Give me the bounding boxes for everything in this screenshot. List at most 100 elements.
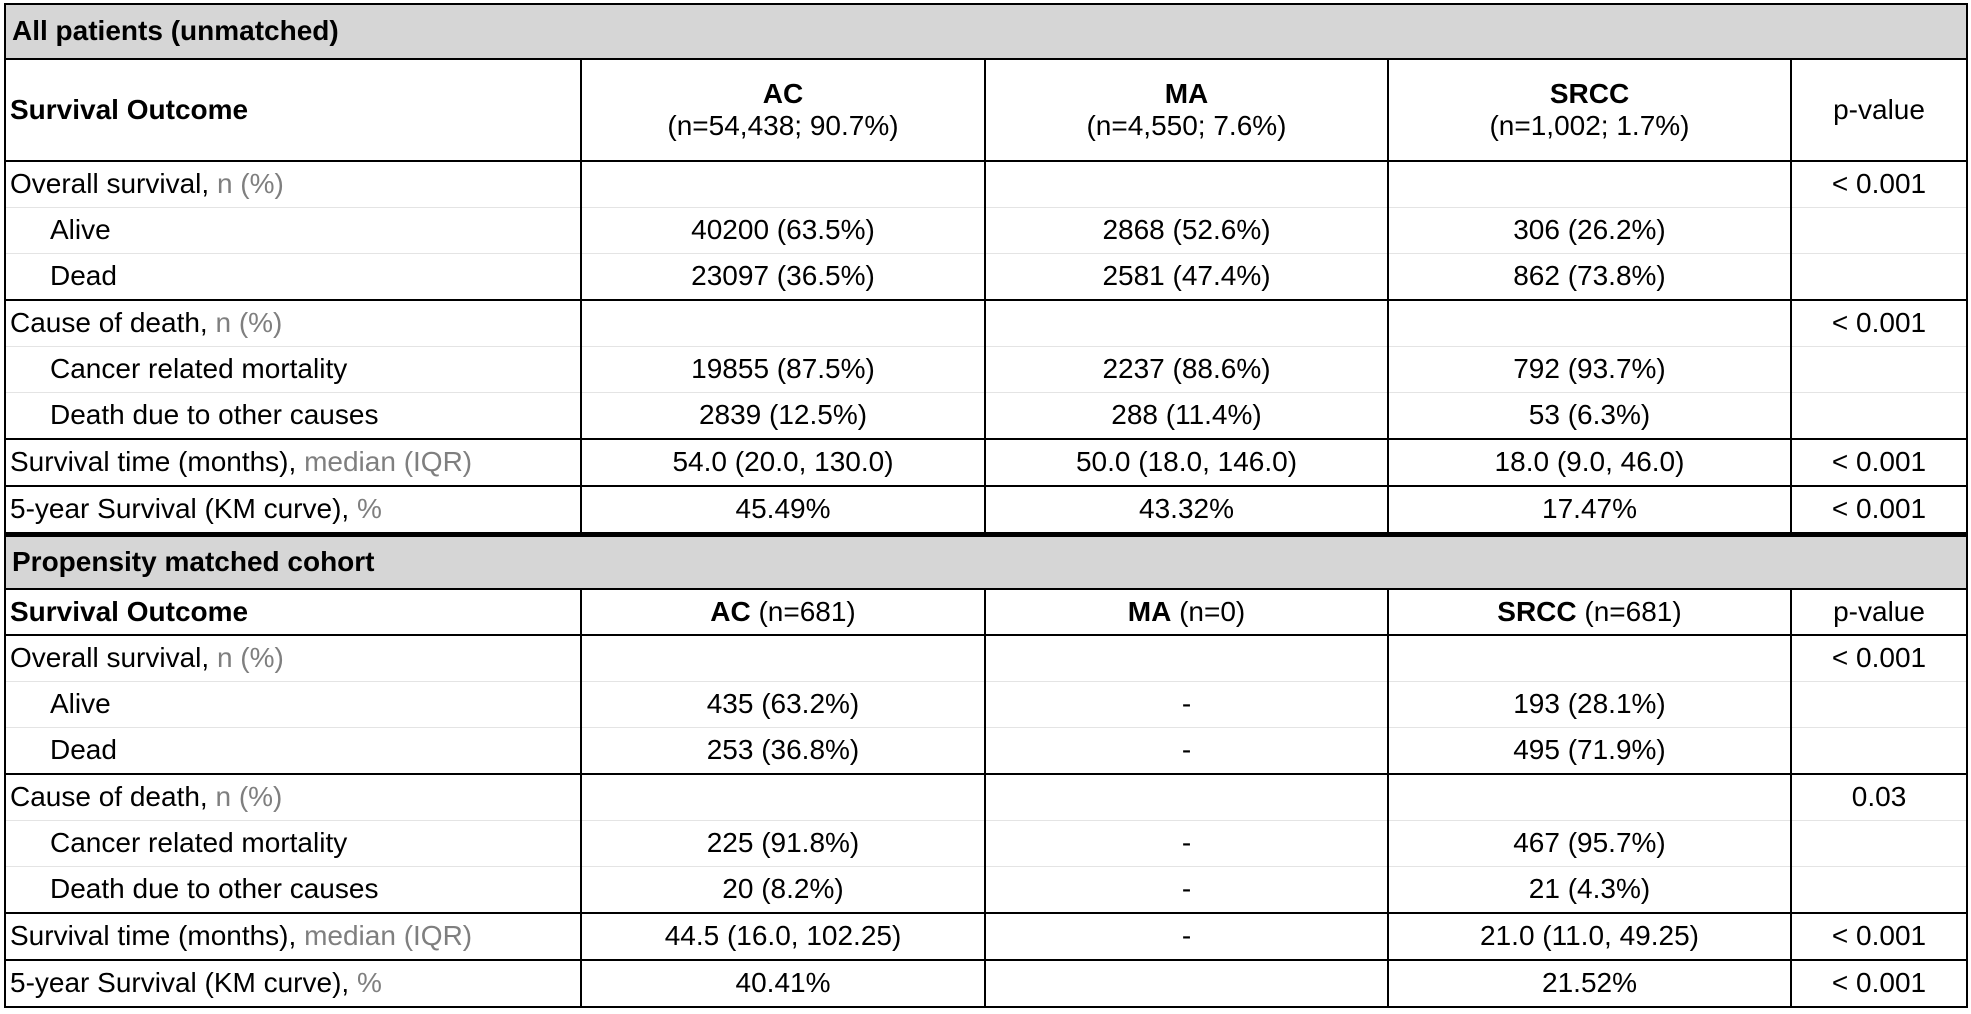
column-header-ac: AC (n=681) [580,588,986,636]
table-row: Cause of death, n (%) 0.03 [4,773,1969,821]
cell-ma: - [984,912,1389,960]
cell-srcc: 862 (73.8%) [1387,253,1792,300]
row-unit: n (%) [216,642,284,674]
cell-pvalue: < 0.001 [1789,160,1969,208]
cell-srcc: 792 (93.7%) [1387,346,1792,393]
column-header-row: Survival Outcome AC (n=54,438; 90.7%) MA(… [4,58,1969,162]
row-label: Cause of death, n (%) [4,773,582,821]
group-count: (n=681) [750,595,856,627]
cell-ma [984,959,1389,1008]
table-row: Overall survival, n (%) < 0.001 [4,160,1969,208]
row-label-text: Overall survival, [10,168,217,200]
group-name: SRCC [1549,77,1630,109]
cell-srcc: 21.0 (11.0, 49.25) [1387,912,1792,960]
cell-srcc: 21 (4.3%) [1387,866,1792,913]
cell-ac [580,634,986,682]
row-unit: n (%) [216,168,284,200]
cell-ma: 2237 (88.6%) [984,346,1389,393]
row-unit: n (%) [215,781,283,813]
cell-srcc: 495 (71.9%) [1387,727,1792,774]
cell-ma [984,634,1389,682]
row-unit: median (IQR) [304,920,473,952]
column-header-pvalue: p-value [1789,58,1969,162]
cell-pvalue [1789,253,1969,300]
cell-srcc: 193 (28.1%) [1387,681,1792,728]
row-label-text: Survival time (months), [10,920,305,952]
cell-srcc: 21.52% [1387,959,1792,1008]
cell-pvalue: < 0.001 [1789,959,1969,1008]
section-title: All patients (unmatched) [3,3,1969,60]
cell-ac: 20 (8.2%) [580,866,986,913]
row-label: Survival time (months), median (IQR) [4,438,582,486]
row-label-text: Cause of death, [10,307,216,339]
table-row: Survival time (months), median (IQR) 54.… [4,438,1969,486]
cell-pvalue [1789,820,1969,867]
cell-pvalue [1789,866,1969,913]
table-row: Alive 435 (63.2%) - 193 (28.1%) [4,681,1969,728]
group-name: MA [1127,595,1172,627]
column-header-srcc: SRCC (n=1,002; 1.7%) [1387,58,1792,162]
table-row: Dead 23097 (36.5%) 2581 (47.4%) 862 (73.… [4,253,1969,300]
table-row: Survival time (months), median (IQR) 44.… [4,912,1969,960]
cell-srcc: 17.47% [1387,485,1792,535]
row-label-text: 5-year Survival (KM curve), [10,967,357,999]
cell-ma: 43.32% [984,485,1389,535]
cell-pvalue [1789,346,1969,393]
cell-ac: 23097 (36.5%) [580,253,986,300]
table-row: Cancer related mortality 19855 (87.5%) 2… [4,346,1969,393]
group-count: (n=681) [1576,595,1682,627]
cell-ma: 50.0 (18.0, 146.0) [984,438,1389,486]
table-row: Cancer related mortality 225 (91.8%) - 4… [4,820,1969,867]
table-row: Overall survival, n (%) < 0.001 [4,634,1969,682]
row-label: Alive [4,207,582,254]
group-count: (n=0) [1171,595,1246,627]
cell-ma: 2581 (47.4%) [984,253,1389,300]
group-name: AC [710,595,751,627]
cell-srcc [1387,299,1792,347]
table-row: Death due to other causes 2839 (12.5%) 2… [4,392,1969,439]
row-unit: n (%) [215,307,283,339]
cell-srcc: 53 (6.3%) [1387,392,1792,439]
cell-ac: 44.5 (16.0, 102.25) [580,912,986,960]
cell-pvalue: < 0.001 [1789,299,1969,347]
row-label: Cancer related mortality [4,346,582,393]
cell-pvalue [1789,207,1969,254]
table-row: Death due to other causes 20 (8.2%) - 21… [4,866,1969,913]
row-unit: % [356,493,382,525]
cell-ac: 225 (91.8%) [580,820,986,867]
cell-srcc: 306 (26.2%) [1387,207,1792,254]
group-count: (n=1,002; 1.7%) [1489,110,1690,141]
cell-ac: 45.49% [580,485,986,535]
row-label: 5-year Survival (KM curve), % [4,485,582,535]
cell-pvalue: 0.03 [1789,773,1969,821]
row-label: Dead [4,253,582,300]
table-row: 5-year Survival (KM curve), % 45.49% 43.… [4,485,1969,535]
table-row: Cause of death, n (%) < 0.001 [4,299,1969,347]
cell-ac: 40200 (63.5%) [580,207,986,254]
row-label-text: Overall survival, [10,642,217,674]
section-title-row: All patients (unmatched) [3,3,1969,60]
cell-pvalue: < 0.001 [1789,485,1969,535]
row-label: Overall survival, n (%) [4,634,582,682]
table-row: Dead 253 (36.8%) - 495 (71.9%) [4,727,1969,774]
cell-ac: 435 (63.2%) [580,681,986,728]
cell-srcc [1387,634,1792,682]
cell-srcc [1387,160,1792,208]
cell-ac [580,160,986,208]
survival-outcomes-table: All patients (unmatched) Survival Outcom… [3,3,1969,1008]
column-header-label: Survival Outcome [4,58,582,162]
column-header-ma: MA (n=0) [984,588,1389,636]
row-label: Survival time (months), median (IQR) [4,912,582,960]
cell-ac: 19855 (87.5%) [580,346,986,393]
cell-ma: - [984,727,1389,774]
row-label: Alive [4,681,582,728]
column-header-ma: MA (n=4,550; 7.6%) [984,58,1389,162]
row-label: Cause of death, n (%) [4,299,582,347]
cell-ma: 2868 (52.6%) [984,207,1389,254]
row-label: 5-year Survival (KM curve), % [4,959,582,1008]
cell-ac [580,773,986,821]
row-unit: median (IQR) [304,446,473,478]
cell-ac: 40.41% [580,959,986,1008]
group-count: (n=54,438; 90.7%) [667,110,899,141]
row-label-text: Cause of death, [10,781,216,813]
